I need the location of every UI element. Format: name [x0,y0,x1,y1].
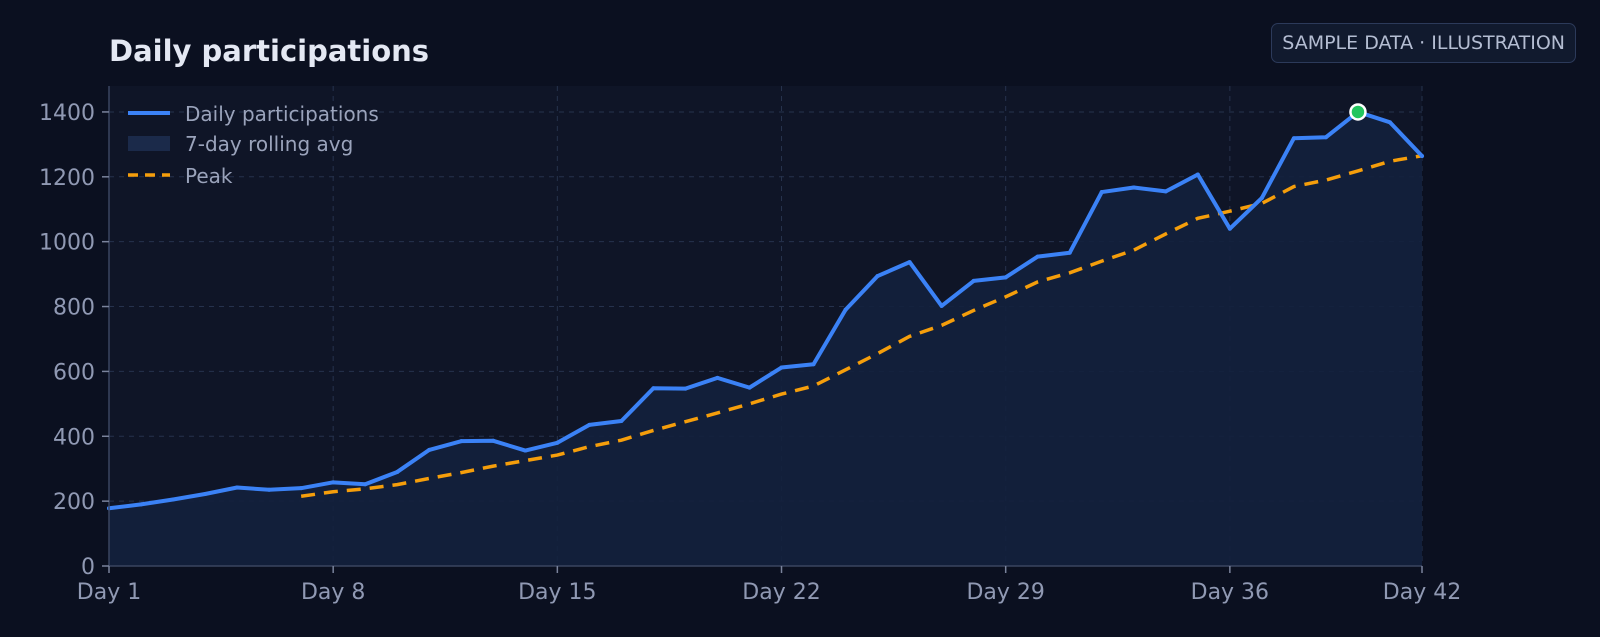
y-tick-label: 200 [53,490,95,515]
data-point-daily [971,278,976,283]
data-point-daily [139,502,144,507]
line-daily-participations [107,109,1424,511]
x-tick-label: Day 42 [1383,580,1461,605]
data-point-daily [683,386,688,391]
data-point-daily [1195,172,1200,177]
data-point-daily [459,439,464,444]
chart-title: Daily participations [109,34,430,68]
legend-label-peak: Peak [185,164,233,188]
legend-label-rolling-avg: 7-day rolling avg [185,132,353,156]
data-point-daily [299,486,304,491]
x-tick-label: Day 22 [742,580,820,605]
data-point-daily [619,419,624,424]
data-point-daily [1259,195,1264,200]
data-point-daily [1420,154,1424,159]
data-point-daily [331,480,336,485]
data-point-daily [843,307,848,312]
data-point-daily [395,469,400,474]
data-point-daily [587,422,592,427]
y-tick-label: 1400 [39,101,95,126]
data-point-daily [1387,120,1392,125]
data-point-daily [1323,135,1328,140]
x-tick-label: Day 36 [1191,580,1269,605]
data-point-daily [235,485,240,490]
data-point-daily [907,260,912,265]
data-point-daily [779,365,784,370]
y-tick-label: 400 [53,425,95,450]
data-point-daily [811,362,816,367]
legend-label-daily-participations: Daily participations [185,102,379,126]
x-tick-label: Day 1 [77,580,141,605]
sample-data-badge: SAMPLE DATA · ILLUSTRATION [1271,23,1576,63]
y-tick-label: 600 [53,360,95,385]
data-point-daily [1131,185,1136,190]
data-point-daily [171,497,176,502]
data-point-daily [523,448,528,453]
data-point-daily [1035,254,1040,259]
data-point-daily [555,440,560,445]
data-point-daily [1163,189,1168,194]
y-tick-label: 800 [53,296,95,321]
legend: Daily participations 7-day rolling avg P… [128,102,379,188]
peak-marker [1349,103,1367,121]
data-point-daily [1099,190,1104,195]
y-tick-label: 1200 [39,166,95,191]
x-tick-label: Day 29 [966,580,1044,605]
data-point-daily [747,385,752,390]
data-point-daily [1227,226,1232,231]
data-point-daily [491,438,496,443]
data-point-daily [363,482,368,487]
axes: 0 200 400 600 800 1000 1200 1400 Day 1 Day 8 Day 1… [39,86,1461,605]
data-point-daily [267,487,272,492]
y-tick-label: 0 [81,555,95,580]
data-point-daily [875,274,880,279]
line-peak [300,154,1423,499]
x-tick-label: Day 8 [301,580,365,605]
data-point-daily [427,447,432,452]
data-point-daily [1067,250,1072,255]
legend-swatch-rolling-avg [128,136,170,151]
x-tick-label: Day 15 [518,580,596,605]
data-point-daily [1291,136,1296,141]
data-points [107,109,1424,511]
data-point-daily [203,492,208,496]
area-7-day-rolling-avg [109,111,1422,566]
data-point-daily [1003,275,1008,280]
data-point-daily [651,386,656,391]
data-point-daily [715,375,720,380]
data-point-daily [939,303,944,308]
y-tick-label: 1000 [39,231,95,256]
